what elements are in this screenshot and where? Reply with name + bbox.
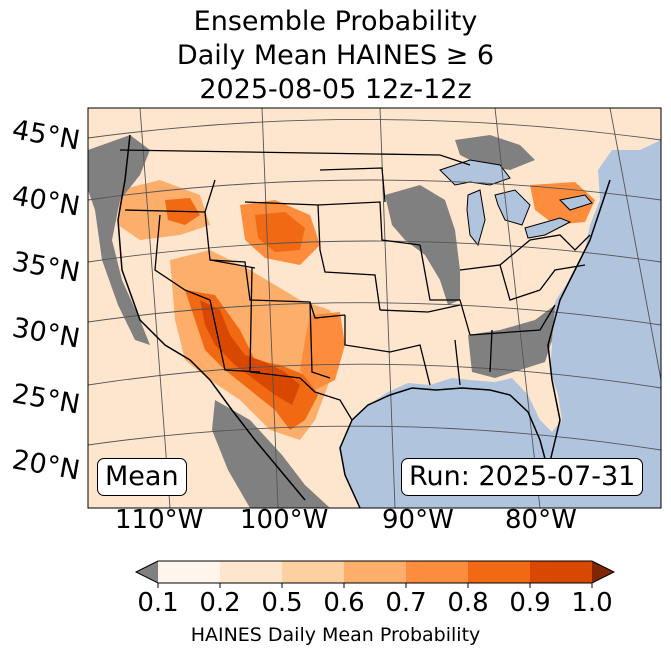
- colorbar-segment: [530, 561, 593, 583]
- colorbar-segment: [282, 561, 345, 583]
- lon-label-110: 110°W: [115, 505, 204, 535]
- colorbar-tick-label: 0.6: [323, 588, 365, 618]
- graticule: [88, 108, 661, 508]
- colorbar-segment: [344, 561, 407, 583]
- map-title-line1: Ensemble Probability: [193, 6, 478, 37]
- colorbar-tick-label: 0.8: [447, 588, 489, 618]
- colorbar: [134, 560, 616, 588]
- prob-region-core: [200, 300, 300, 405]
- missing-region-mississippi: [385, 185, 460, 305]
- great-lakes: [439, 159, 593, 247]
- prob-region-northeast: [530, 182, 595, 225]
- run-date-box: Run: 2025-07-31: [401, 458, 644, 496]
- map-title-line2: Daily Mean HAINES ≥ 6: [176, 40, 495, 71]
- colorbar-tick-label: 0.5: [261, 588, 303, 618]
- colorbar-tick-label: 0.9: [509, 588, 551, 618]
- lon-label-90: 90°W: [382, 505, 454, 535]
- colorbar-tick-label: 1.0: [571, 588, 613, 618]
- coastline: [117, 134, 611, 508]
- colorbar-segment: [220, 561, 283, 583]
- colorbar-segment: [406, 561, 469, 583]
- stat-label-box: Mean: [97, 458, 187, 496]
- missing-region-baja: [212, 400, 330, 508]
- missing-region-southeast: [468, 305, 555, 378]
- colorbar-segment: [468, 561, 531, 583]
- map-title-line3: 2025-08-05 12z-12z: [199, 74, 472, 105]
- map-frame: [87, 107, 662, 509]
- state-borders: [119, 149, 591, 421]
- colorbar-tick-label: 0.7: [385, 588, 427, 618]
- colorbar-under-arrow: [136, 561, 158, 583]
- colorbar-tick-label: 0.1: [137, 588, 179, 618]
- colorbar-over-arrow: [592, 561, 614, 583]
- lon-label-80: 80°W: [505, 505, 577, 535]
- colorbar-tick-label: 0.2: [199, 588, 241, 618]
- colorbar-label: HAINES Daily Mean Probability: [190, 624, 481, 646]
- lon-label-100: 100°W: [240, 505, 329, 535]
- prob-region-northwest: [118, 180, 210, 240]
- colorbar-segment: [158, 561, 221, 583]
- missing-region-west-coast: [88, 135, 150, 345]
